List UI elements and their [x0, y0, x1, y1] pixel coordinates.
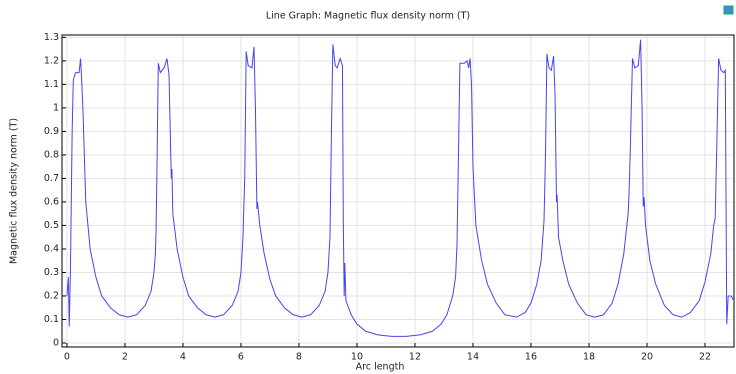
y-tick-label: 0 [53, 338, 59, 349]
y-tick-label: 1.1 [44, 79, 59, 90]
x-tick-label: 18 [583, 352, 595, 363]
x-tick-label: 20 [641, 352, 653, 363]
y-tick-label: 1.2 [44, 55, 59, 66]
data-line [66, 39, 735, 337]
x-tick-label: 10 [351, 352, 363, 363]
y-tick-label: 0.1 [44, 314, 59, 325]
x-tick-label: 8 [296, 352, 302, 363]
y-tick-label: 1 [53, 102, 59, 113]
y-tick-label: 0.8 [44, 149, 59, 160]
y-tick-label: 0.5 [44, 220, 59, 231]
x-tick-label: 2 [122, 352, 128, 363]
x-tick-label: 22 [699, 352, 711, 363]
x-tick-label: 16 [525, 352, 537, 363]
y-tick-label: 0.4 [44, 243, 59, 254]
y-axis-label: Magnetic flux density norm (T) [9, 118, 20, 264]
x-tick-label: 4 [180, 352, 186, 363]
x-tick-label: 14 [467, 352, 479, 363]
x-axis-label: Arc length [356, 362, 405, 373]
chart-title: Line Graph: Magnetic flux density norm (… [266, 11, 470, 22]
y-tick-label: 0.2 [44, 290, 59, 301]
plot-frame [61, 34, 735, 348]
y-tick-label: 0.9 [44, 126, 59, 137]
x-tick-label: 12 [409, 352, 421, 363]
y-tick-label: 1.3 [44, 32, 59, 43]
y-tick-label: 0.6 [44, 196, 59, 207]
x-tick-label: 6 [238, 352, 244, 363]
y-tick-label: 0.3 [44, 267, 59, 278]
y-tick-label: 0.7 [44, 173, 59, 184]
x-tick-label: 0 [64, 352, 70, 363]
toolbar-icon[interactable] [723, 5, 734, 15]
